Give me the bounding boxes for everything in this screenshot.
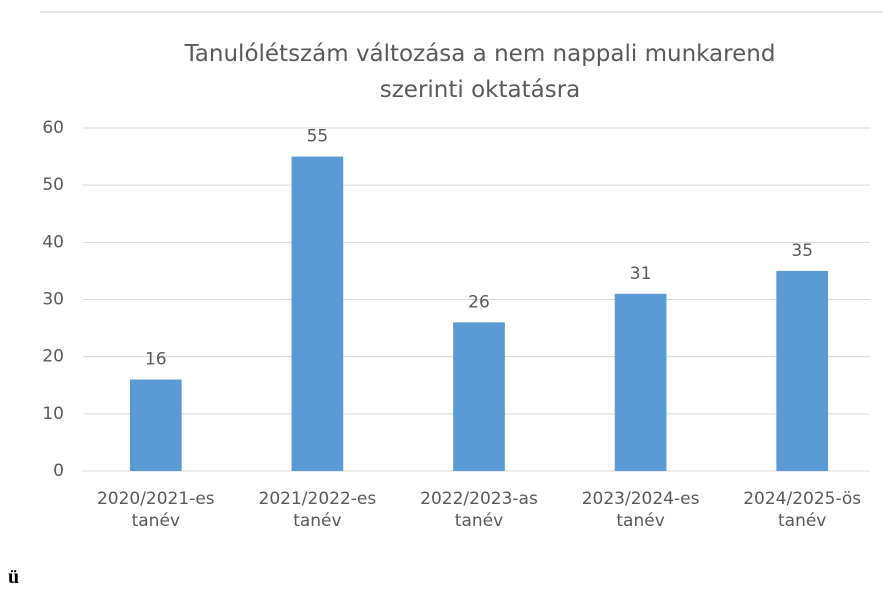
y-tick-label: 0 xyxy=(53,461,64,481)
bar xyxy=(776,270,829,471)
bar xyxy=(291,156,344,472)
y-tick-label: 50 xyxy=(42,175,64,195)
x-tick-label: 2020/2021-es tanév xyxy=(96,489,215,531)
bar xyxy=(129,379,182,471)
data-label: 31 xyxy=(630,264,652,284)
data-label: 55 xyxy=(307,127,329,147)
y-tick-label: 10 xyxy=(42,404,64,424)
bar xyxy=(453,322,505,471)
data-label: 16 xyxy=(145,350,167,370)
bar xyxy=(614,293,667,471)
y-tick-label: 60 xyxy=(42,118,64,138)
x-tick-label: 2021/2022-es tanév xyxy=(258,489,377,531)
footnote: ü xyxy=(8,566,20,588)
y-tick-label: 40 xyxy=(42,232,64,252)
y-tick-label: 30 xyxy=(42,290,64,310)
y-tick-label: 20 xyxy=(42,347,64,367)
x-tick-label: 2024/2025-ös tanév xyxy=(743,489,862,531)
data-label: 35 xyxy=(791,241,813,261)
x-tick-label: 2023/2024-es tanév xyxy=(581,489,700,531)
chart-title: Tanulólétszám változása a nem nappali mu… xyxy=(184,41,776,103)
x-tick-label: 2022/2023-as tanév xyxy=(420,489,538,531)
data-label: 26 xyxy=(468,292,490,312)
